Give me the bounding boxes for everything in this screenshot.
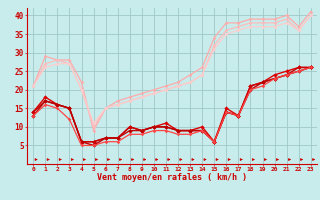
X-axis label: Vent moyen/en rafales ( km/h ): Vent moyen/en rafales ( km/h )	[97, 173, 247, 182]
